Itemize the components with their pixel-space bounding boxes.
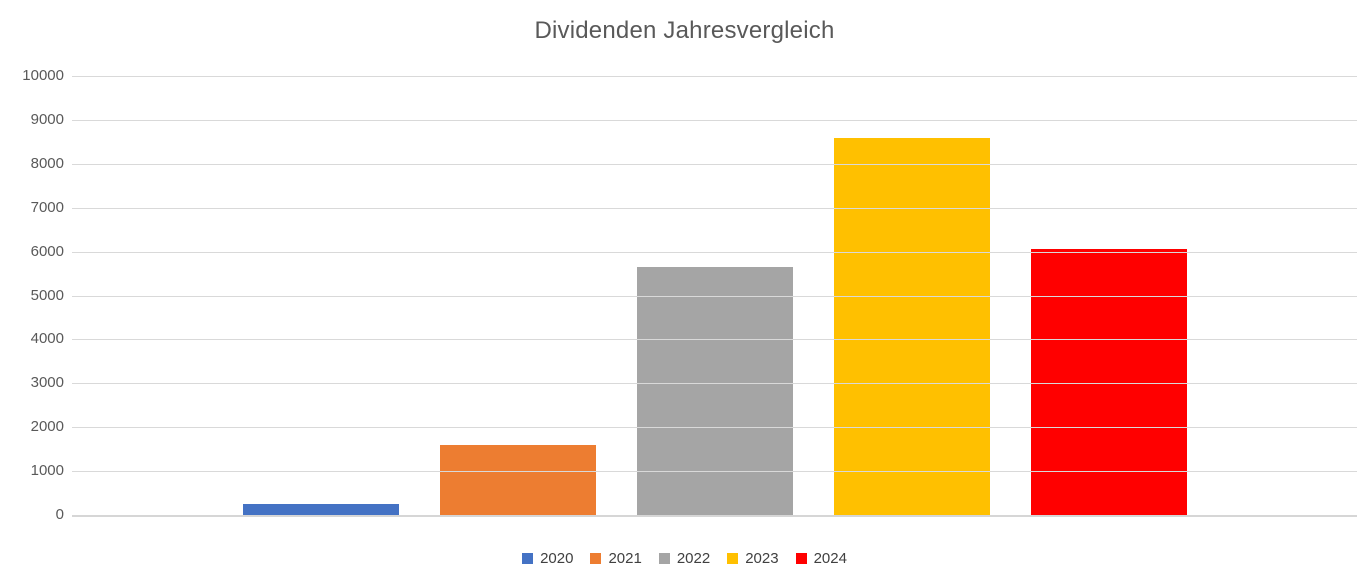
gridline-6000 bbox=[72, 251, 1357, 253]
bars-container bbox=[72, 76, 1357, 515]
y-axis-tick-label-6000: 6000 bbox=[30, 242, 64, 260]
legend-label-2021: 2021 bbox=[608, 550, 642, 567]
legend-label-2023: 2023 bbox=[745, 550, 779, 567]
gridline-1000 bbox=[72, 471, 1357, 473]
bar-2021 bbox=[439, 444, 596, 515]
legend-swatch-2021 bbox=[590, 553, 602, 564]
y-axis-tick-label-8000: 8000 bbox=[30, 154, 64, 172]
y-axis-tick-label-1000: 1000 bbox=[30, 462, 64, 480]
legend-label-2020: 2020 bbox=[540, 550, 574, 567]
bar-2024 bbox=[1030, 248, 1187, 515]
legend-swatch-2023 bbox=[727, 553, 739, 564]
legend-swatch-2020 bbox=[522, 553, 534, 564]
y-axis-tick-label-9000: 9000 bbox=[30, 110, 64, 128]
y-axis-tick-label-5000: 5000 bbox=[30, 286, 64, 304]
y-axis-tick-label-4000: 4000 bbox=[30, 330, 64, 348]
gridline-3000 bbox=[72, 383, 1357, 385]
legend-label-2024: 2024 bbox=[813, 550, 847, 567]
legend-swatch-2022 bbox=[658, 553, 670, 564]
bar-2020 bbox=[242, 503, 399, 515]
gridline-8000 bbox=[72, 163, 1357, 165]
y-axis-tick-label-3000: 3000 bbox=[30, 374, 64, 392]
plot-area bbox=[72, 76, 1357, 517]
chart-title: Dividenden Jahresvergleich bbox=[534, 17, 835, 44]
legend: 2020 2021 2022 2023 2024 bbox=[0, 550, 1369, 567]
y-axis-tick-label-0: 0 bbox=[55, 506, 64, 523]
y-axis-tick-label-7000: 7000 bbox=[30, 198, 64, 216]
gridline-5000 bbox=[72, 295, 1357, 297]
legend-label-2022: 2022 bbox=[676, 550, 711, 567]
legend-item-2024: 2024 bbox=[795, 550, 847, 567]
gridline-7000 bbox=[72, 207, 1357, 209]
y-axis-tick-label-2000: 2000 bbox=[30, 418, 64, 436]
bar-2023 bbox=[833, 138, 990, 515]
legend-swatch-2024 bbox=[795, 553, 807, 564]
y-axis-tick-label-10000: 10000 bbox=[22, 67, 64, 84]
legend-item-2023: 2023 bbox=[727, 550, 779, 567]
gridline-9000 bbox=[72, 119, 1357, 121]
bar-2022 bbox=[636, 267, 793, 515]
legend-item-2021: 2021 bbox=[590, 550, 642, 567]
legend-item-2022: 2022 bbox=[658, 550, 711, 567]
gridline-2000 bbox=[72, 427, 1357, 429]
legend-item-2020: 2020 bbox=[522, 550, 573, 567]
gridline-10000 bbox=[72, 76, 1357, 77]
gridline-4000 bbox=[72, 339, 1357, 341]
